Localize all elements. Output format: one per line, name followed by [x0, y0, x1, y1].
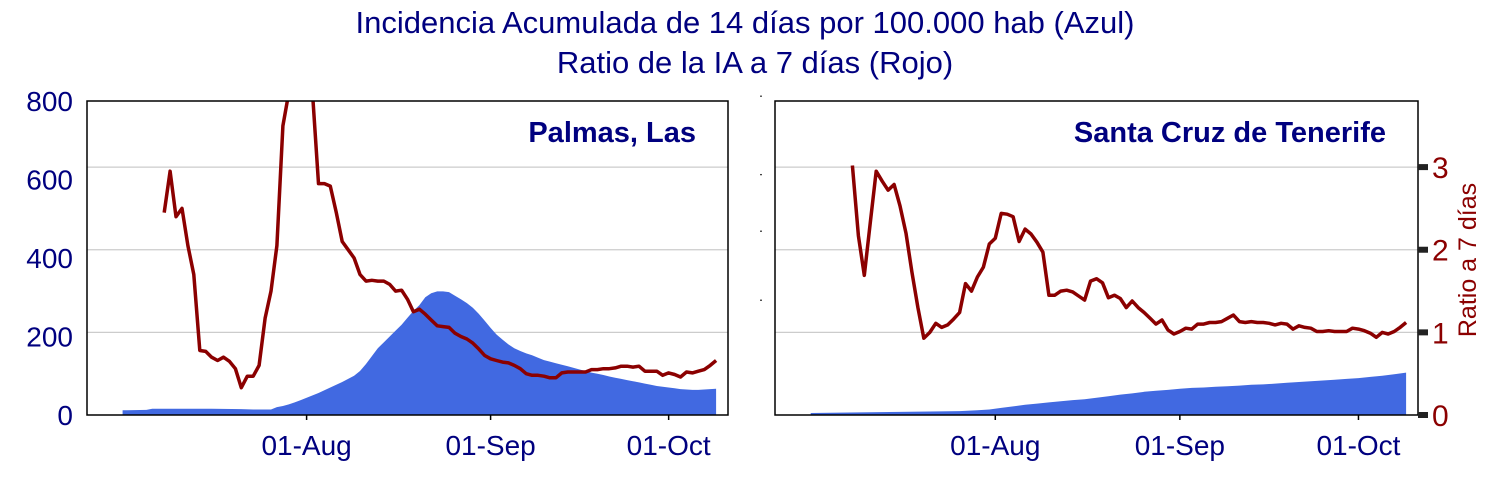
y-right-tick-mark	[1418, 412, 1428, 418]
chart-title-line2: Ratio de la IA a 7 días (Rojo)	[557, 45, 953, 80]
incidence-area	[122, 291, 717, 415]
y-right-tick-mark	[1418, 329, 1428, 336]
y-right-tick-mark	[1418, 246, 1428, 253]
x-tick-label: 01-Sep	[1135, 430, 1225, 461]
x-tick-label: 01-Sep	[445, 430, 535, 461]
ratio-line	[850, 165, 1408, 340]
chart-title-line1: Incidencia Acumulada de 14 días por 100.…	[356, 5, 1135, 40]
x-tick-label: 01-Aug	[261, 430, 351, 461]
y-left-tick-dot	[760, 95, 762, 97]
y-right-axis-label: Ratio a 7 días	[1454, 183, 1482, 337]
plot-frame	[774, 100, 1419, 416]
panel-label: Palmas, Las	[528, 117, 696, 149]
y-left-tick-label: 400	[26, 243, 73, 274]
x-tick-label: 01-Oct	[1316, 430, 1400, 461]
x-tick-label: 01-Aug	[950, 430, 1040, 461]
y-left-tick-dot	[760, 173, 762, 176]
plot-frame	[86, 100, 729, 416]
incidence-area	[810, 372, 1407, 415]
y-right-tick-label: 3	[1432, 152, 1449, 185]
y-left-tick-dot	[760, 230, 762, 232]
x-tick-label: 01-Oct	[627, 430, 711, 461]
y-left-tick-label: 200	[26, 322, 73, 353]
y-right-tick-mark	[1418, 164, 1428, 171]
panel-palmas-las: 01-Aug 01-Sep 01-Oct 0 200 400 600 800 Palmas, L…	[26, 86, 729, 461]
y-right-tick-label: 1	[1432, 317, 1449, 350]
y-left-tick-label: 600	[26, 165, 73, 196]
y-left-tick-dot	[760, 299, 762, 302]
panel-label: Santa Cruz de Tenerife	[1074, 117, 1386, 149]
y-left-tick-label: 800	[26, 86, 73, 117]
y-right-tick-label: 0	[1432, 400, 1449, 433]
ratio-line	[162, 101, 718, 390]
y-left-tick-label: 0	[57, 400, 73, 431]
y-right-tick-label: 2	[1432, 235, 1449, 268]
